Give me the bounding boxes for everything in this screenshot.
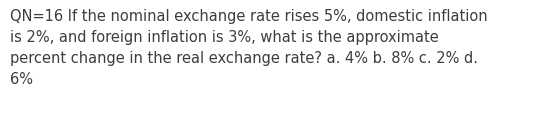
Text: QN=16 If the nominal exchange rate rises 5%, domestic inflation
is 2%, and forei: QN=16 If the nominal exchange rate rises… <box>10 9 488 87</box>
